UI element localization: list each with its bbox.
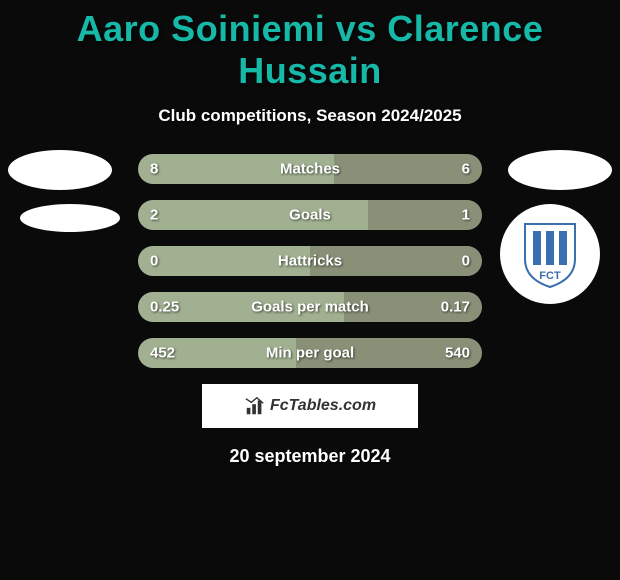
stat-value-right: 0.17: [441, 299, 470, 316]
stat-value-left: 8: [150, 161, 158, 178]
season-subtitle: Club competitions, Season 2024/2025: [0, 106, 620, 126]
player2-avatar-placeholder: [508, 150, 612, 190]
stat-value-left: 2: [150, 207, 158, 224]
snapshot-date: 20 september 2024: [0, 446, 620, 467]
attribution-badge: FcTables.com: [202, 384, 418, 428]
stat-value-right: 6: [462, 161, 470, 178]
stat-value-right: 0: [462, 253, 470, 270]
stat-label: Goals: [289, 207, 331, 224]
stat-label: Hattricks: [278, 253, 342, 270]
stat-value-right: 1: [462, 207, 470, 224]
stat-bar: 8 6 Matches: [138, 154, 482, 184]
attribution-text: FcTables.com: [270, 397, 376, 415]
stat-value-right: 540: [445, 345, 470, 362]
player1-avatar-placeholder: [8, 150, 112, 190]
fct-shield-icon: FCT: [515, 219, 585, 289]
comparison-title: Aaro Soiniemi vs Clarence Hussain: [0, 0, 620, 92]
stat-bars: 8 6 Matches 2 1 Goals 0 0 Hattricks 0.25 0.17 Goals…: [138, 154, 482, 368]
stat-value-left: 452: [150, 345, 175, 362]
bar-chart-icon: [244, 395, 266, 417]
stat-value-left: 0: [150, 253, 158, 270]
player2-club-logo: FCT: [500, 204, 600, 304]
stat-label: Goals per match: [251, 299, 369, 316]
player1-club-placeholder: [20, 204, 120, 232]
stat-value-left: 0.25: [150, 299, 179, 316]
stat-bar: 0 0 Hattricks: [138, 246, 482, 276]
stat-bar: 0.25 0.17 Goals per match: [138, 292, 482, 322]
stat-label: Matches: [280, 161, 340, 178]
stat-bar-fill-right: [334, 154, 482, 184]
stat-bar-fill-left: [138, 200, 368, 230]
stat-label: Min per goal: [266, 345, 354, 362]
stat-bar: 2 1 Goals: [138, 200, 482, 230]
stats-container: FCT 8 6 Matches 2 1 Goals 0 0 Hattricks 0.25 0.17 G…: [0, 154, 620, 368]
stat-bar: 452 540 Min per goal: [138, 338, 482, 368]
svg-text:FCT: FCT: [539, 270, 561, 282]
